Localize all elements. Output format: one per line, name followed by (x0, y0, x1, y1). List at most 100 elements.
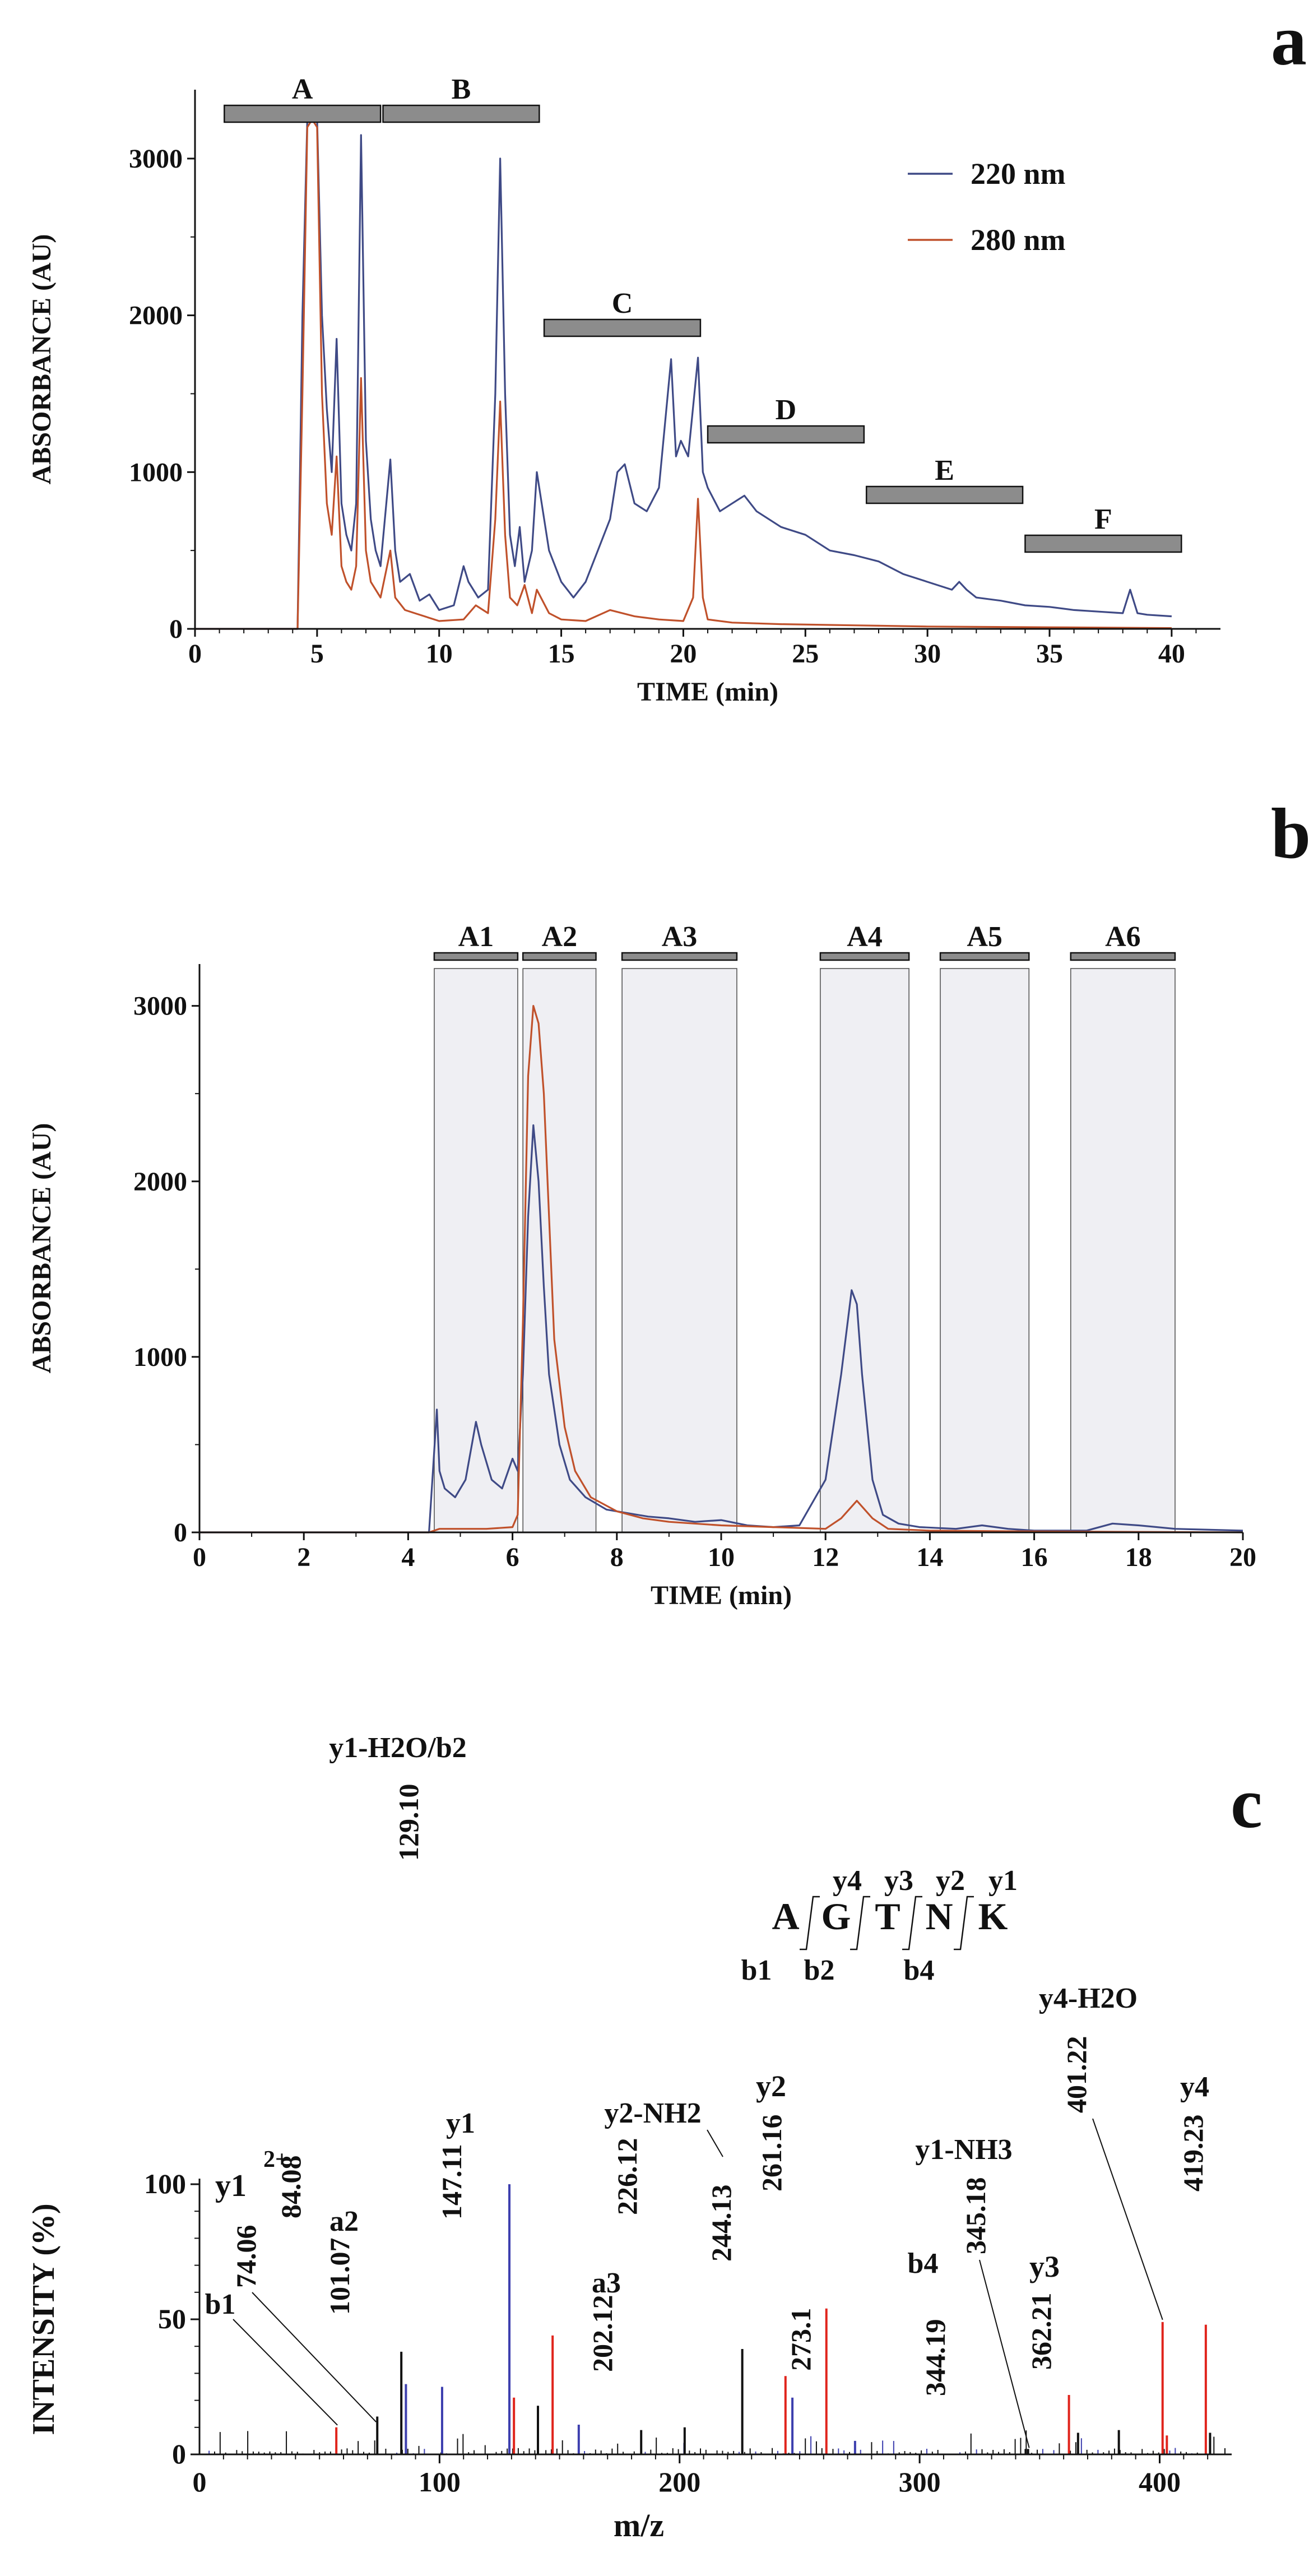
x-tick-label: 5 (310, 639, 324, 669)
fraction-window-A3 (621, 968, 737, 1533)
fraction-bar-A2 (522, 952, 597, 961)
sequence-b1-label: b1 (741, 1954, 772, 1986)
peak-mz-label: 84.08 (275, 2156, 307, 2219)
ion-label: y1 (215, 2169, 247, 2203)
annotation-leader (252, 2292, 377, 2422)
ion-label: y1-NH3 (915, 2134, 1012, 2166)
y-axis-title: ABSORBANCE (AU) (27, 1123, 57, 1374)
x-tick-label: 20 (670, 639, 697, 669)
fraction-label-A3: A3 (662, 921, 698, 953)
annotation-leader (233, 2319, 338, 2426)
sequence-residue-K: K (978, 1895, 1008, 1938)
x-tick-label: 0 (193, 2466, 207, 2498)
x-tick-label: 2 (297, 1542, 310, 1572)
ion-label: y1-H2O/b2 (329, 1732, 467, 1764)
panel-a-chromatogram: a 0 5 10 15 20 25 30 35 40 0 1000 2000 3000 TIME (min)… (27, 1, 1307, 707)
y-tick-label: 100 (144, 2168, 186, 2199)
x-tick-label: 25 (792, 639, 819, 669)
ion-label: b1 (205, 2288, 236, 2320)
panel-c-ms-spectrum: c 0 100 200 300 400 0 50 100 m/z INTENSITY (%) b1 y1… (26, 1732, 1262, 2543)
peak-mz-label: 362.21 (1025, 2293, 1057, 2370)
ion-label: a3 (592, 2267, 621, 2299)
fragmentation-cleavage-mark (850, 1896, 870, 1950)
x-tick-label: 4 (401, 1542, 415, 1572)
y-axis-title: INTENSITY (%) (26, 2203, 61, 2435)
x-tick-label: 35 (1036, 639, 1063, 669)
fraction-window-A5 (940, 968, 1030, 1533)
fraction-bar-F (1024, 534, 1182, 553)
fraction-label-F: F (1094, 503, 1112, 535)
fragmentation-cleavage-mark (800, 1896, 820, 1950)
y-tick-label: 1000 (133, 1342, 187, 1372)
fraction-label-A5: A5 (967, 921, 1002, 953)
sequence-y2-label: y2 (936, 1865, 965, 1897)
ion-label: a2 (329, 2206, 359, 2237)
fraction-bar-D (707, 425, 865, 444)
peak-mz-label: 129.10 (393, 1784, 424, 1861)
fraction-window-A2 (522, 968, 597, 1533)
y-tick-label: 0 (172, 2438, 186, 2470)
x-tick-label: 6 (506, 1542, 519, 1572)
fraction-window-A6 (1070, 968, 1176, 1533)
peak-mz-label: 401.22 (1061, 2036, 1092, 2114)
annotation-leader (1092, 2118, 1163, 2320)
ion-label: y2-NH2 (604, 2097, 701, 2129)
y-tick-label: 50 (158, 2303, 186, 2334)
x-tick-label: 40 (1158, 639, 1185, 669)
y-tick-label: 2000 (129, 301, 183, 331)
fraction-bar-B (382, 104, 540, 123)
x-tick-label: 200 (658, 2466, 700, 2498)
x-tick-label: 0 (188, 639, 202, 669)
legend-label-220-nm: 220 nm (971, 157, 1066, 191)
sequence-y3-label: y3 (884, 1865, 913, 1897)
x-axis-title: m/z (614, 2507, 664, 2543)
x-tick-label: 100 (419, 2466, 461, 2498)
peak-mz-label: 74.06 (230, 2225, 262, 2288)
ion-label: y1 (446, 2107, 475, 2139)
ion-label: b4 (908, 2248, 939, 2280)
fraction-bar-E (865, 485, 1024, 504)
fraction-label-B: B (452, 73, 471, 105)
fraction-label-C: C (612, 288, 633, 319)
y-tick-label: 0 (174, 1518, 187, 1548)
peak-mz-label: 226.12 (611, 2138, 643, 2216)
ion-label: y3 (1029, 2250, 1060, 2283)
x-axis-title: TIME (min) (637, 677, 778, 707)
y-tick-label: 2000 (133, 1167, 187, 1197)
sequence-b2-label: b2 (804, 1954, 835, 1986)
x-tick-label: 18 (1125, 1542, 1152, 1572)
series-line-280-nm (195, 118, 1172, 630)
x-tick-label: 8 (610, 1542, 624, 1572)
sequence-y4-label: y4 (833, 1865, 862, 1897)
fraction-label-A1: A1 (458, 921, 494, 953)
x-tick-label: 400 (1139, 2466, 1181, 2498)
fraction-label-A4: A4 (847, 921, 883, 953)
y-tick-label: 3000 (133, 992, 187, 1021)
fraction-bar-A6 (1070, 952, 1176, 961)
ion-label: y2 (756, 2069, 786, 2103)
fraction-bar-A3 (621, 952, 738, 961)
fraction-label-A6: A6 (1105, 921, 1141, 953)
fraction-label-D: D (776, 394, 797, 426)
peak-mz-label: 345.18 (960, 2177, 991, 2255)
fraction-bar-A1 (433, 952, 519, 961)
peak-mz-label: 101.07 (324, 2238, 355, 2315)
y-tick-label: 3000 (129, 144, 183, 174)
ion-label: y4-H2O (1039, 1982, 1138, 2014)
fraction-bar-A4 (819, 952, 910, 961)
peak-mz-label: 419.23 (1177, 2115, 1209, 2192)
fragmentation-cleavage-mark (954, 1896, 974, 1950)
ion-charge-superscript: 2+ (263, 2147, 289, 2172)
x-tick-label: 12 (812, 1542, 839, 1572)
panel-b-chromatogram: b 0 2 4 6 8 10 12 14 16 18 20 0 1000 2000 3000 TIME (min… (27, 794, 1309, 1610)
series-line-280-nm (199, 1005, 1243, 1533)
peak-mz-label: 202.12 (587, 2295, 618, 2373)
x-tick-label: 30 (914, 639, 941, 669)
sequence-b4-label: b4 (904, 1954, 935, 1986)
annotation-leader (979, 2259, 1030, 2448)
panel-letter-c: c (1231, 1763, 1262, 1843)
legend-label-280-nm: 280 nm (971, 223, 1066, 257)
fraction-bar-A5 (939, 952, 1030, 961)
fraction-bar-A (224, 104, 382, 123)
